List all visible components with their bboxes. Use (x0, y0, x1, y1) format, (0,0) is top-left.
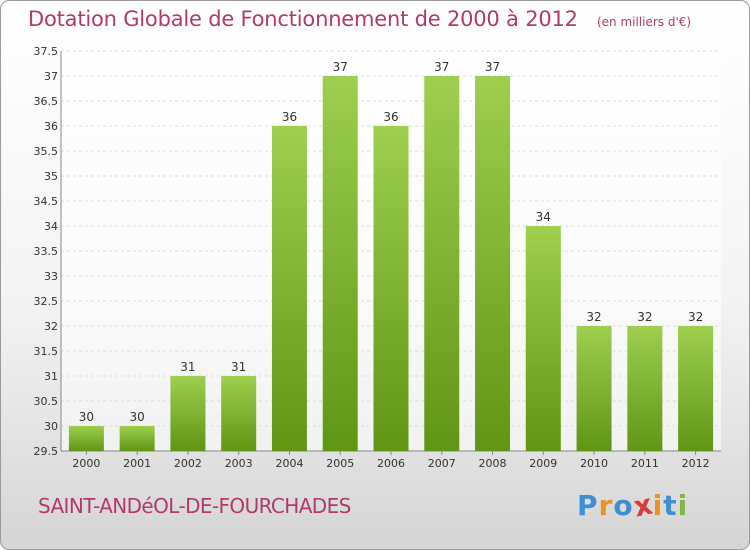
bar (525, 226, 561, 451)
data-label: 31 (180, 360, 195, 374)
chart-title-line: Dotation Globale de Fonctionnement de 20… (28, 7, 691, 31)
x-tick-label: 2003 (225, 457, 253, 470)
data-label: 32 (688, 310, 703, 324)
bar (678, 326, 714, 451)
bar (271, 126, 307, 451)
data-label: 31 (231, 360, 246, 374)
y-tick-label: 37.5 (34, 45, 59, 58)
data-label: 30 (79, 410, 94, 424)
bar (373, 126, 409, 451)
logo-letter: i (652, 489, 664, 522)
logo-letter: o (613, 489, 634, 522)
y-tick-label: 31 (44, 370, 58, 383)
y-tick-label: 29.5 (34, 445, 59, 458)
x-tick-label: 2008 (479, 457, 507, 470)
logo-letter: P (577, 489, 599, 522)
x-tick-label: 2011 (631, 457, 659, 470)
x-tick-label: 2005 (326, 457, 354, 470)
y-tick-label: 34 (44, 220, 58, 233)
x-tick-label: 2006 (377, 457, 405, 470)
chart-title: Dotation Globale de Fonctionnement de 20… (28, 7, 578, 31)
data-label: 30 (130, 410, 145, 424)
y-tick-label: 36.5 (34, 95, 59, 108)
y-tick-label: 35.5 (34, 145, 59, 158)
data-label: 37 (485, 60, 500, 74)
data-label: 36 (282, 110, 297, 124)
data-label: 32 (637, 310, 652, 324)
x-tick-label: 2012 (682, 457, 710, 470)
x-tick-label: 2000 (72, 457, 100, 470)
data-label: 34 (536, 210, 551, 224)
x-tick-label: 2007 (428, 457, 456, 470)
bar (627, 326, 663, 451)
proxiti-logo: Proxiti (577, 487, 689, 523)
y-tick-label: 33 (44, 270, 58, 283)
y-tick-label: 36 (44, 120, 58, 133)
y-tick-label: 37 (44, 70, 58, 83)
bar (475, 76, 511, 451)
data-label: 37 (333, 60, 348, 74)
data-label: 36 (383, 110, 398, 124)
logo-letter: i (677, 489, 689, 522)
bar (170, 376, 206, 451)
bar (424, 76, 460, 451)
logo-letter: r (598, 489, 614, 522)
data-label: 37 (434, 60, 449, 74)
bar (576, 326, 612, 451)
commune-name: SAINT-ANDéOL-DE-FOURCHADES (38, 494, 351, 518)
y-tick-label: 30.5 (34, 395, 59, 408)
x-tick-label: 2001 (123, 457, 151, 470)
y-tick-label: 35 (44, 170, 58, 183)
y-tick-label: 31.5 (34, 345, 59, 358)
x-tick-label: 2010 (580, 457, 608, 470)
y-tick-label: 34.5 (34, 195, 59, 208)
y-tick-label: 30 (44, 420, 58, 433)
y-tick-label: 33.5 (34, 245, 59, 258)
chart-subtitle: (en milliers d'€) (596, 15, 692, 29)
bar (68, 426, 104, 451)
x-tick-label: 2004 (275, 457, 303, 470)
y-tick-label: 32.5 (34, 295, 59, 308)
bar (322, 76, 358, 451)
data-label: 32 (586, 310, 601, 324)
x-tick-label: 2009 (529, 457, 557, 470)
bar (119, 426, 155, 451)
x-tick-label: 2002 (174, 457, 202, 470)
bar (221, 376, 257, 451)
y-tick-label: 32 (44, 320, 58, 333)
logo-letter: t (663, 489, 678, 522)
